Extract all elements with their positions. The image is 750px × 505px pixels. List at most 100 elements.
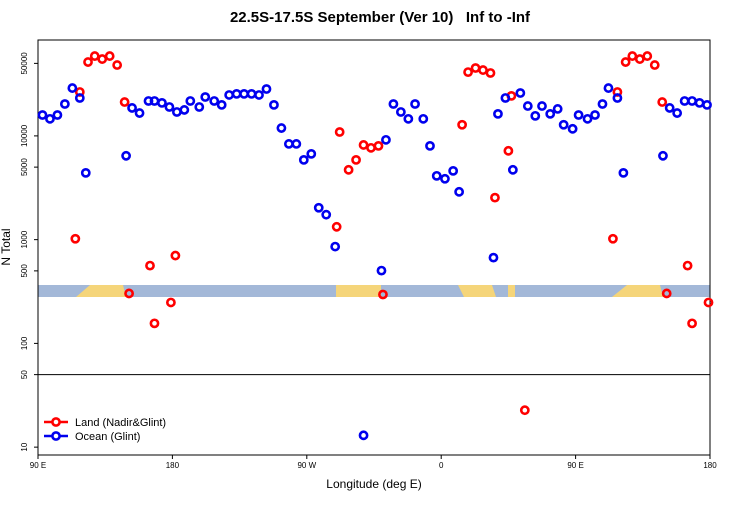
point: [425, 140, 435, 151]
point: [503, 145, 514, 156]
point: [582, 113, 593, 124]
point: [519, 405, 530, 416]
y-axis-label: N Total: [0, 228, 13, 265]
point: [410, 99, 420, 109]
point: [552, 104, 563, 114]
point: [634, 54, 645, 64]
point: [313, 202, 324, 213]
x-axis-label: Longitude (deg E): [326, 477, 421, 491]
point: [149, 318, 160, 329]
point: [642, 51, 653, 61]
point: [170, 250, 181, 261]
x-tick-label: 90 E: [30, 461, 46, 470]
point: [703, 297, 714, 308]
land-patch: [458, 285, 496, 297]
point: [490, 192, 500, 203]
point: [104, 51, 115, 61]
point: [627, 51, 638, 61]
x-tick-label: 90 W: [297, 461, 316, 470]
point: [457, 119, 468, 130]
legend-marker: [51, 431, 61, 441]
point: [702, 99, 712, 110]
point: [620, 57, 631, 67]
land-patch: [76, 285, 126, 297]
point: [52, 110, 63, 120]
point: [334, 127, 345, 137]
point: [157, 97, 167, 108]
point: [454, 186, 465, 197]
point: [440, 173, 450, 184]
y-tick-label: 500: [20, 264, 29, 278]
point: [351, 154, 361, 165]
y-tick-label: 5000: [20, 158, 29, 176]
point: [597, 99, 608, 109]
point: [216, 99, 227, 110]
point: [124, 288, 134, 299]
point: [358, 430, 369, 441]
point: [164, 102, 175, 112]
point: [378, 289, 388, 300]
x-tick-label: 180: [166, 461, 180, 470]
point: [74, 93, 85, 103]
point: [331, 221, 342, 232]
point: [37, 110, 48, 120]
point: [119, 97, 130, 107]
point: [83, 57, 93, 67]
point: [395, 107, 406, 117]
plot-frame: [37, 39, 711, 456]
point: [567, 123, 578, 134]
land-patch: [508, 285, 515, 297]
point: [507, 164, 518, 175]
point: [127, 103, 137, 113]
x-tick-label: 0: [439, 461, 444, 470]
point: [381, 134, 391, 145]
y-tick-label: 50: [20, 370, 29, 379]
point: [67, 83, 78, 93]
point: [488, 252, 499, 263]
x-tick-label: 90 E: [567, 461, 583, 470]
point: [121, 150, 132, 161]
point: [97, 54, 108, 64]
point: [463, 67, 473, 77]
x-tick-label: 180: [703, 461, 717, 470]
point: [657, 97, 668, 107]
point: [330, 241, 341, 252]
point: [269, 99, 279, 110]
point: [145, 260, 155, 271]
point: [522, 101, 533, 111]
y-tick-label: 10000: [20, 124, 29, 147]
point: [185, 96, 196, 106]
point: [388, 99, 399, 109]
point: [112, 60, 123, 70]
point: [403, 113, 414, 124]
point: [493, 108, 503, 119]
point: [664, 103, 675, 113]
point: [649, 60, 660, 70]
point: [618, 167, 629, 178]
point: [603, 83, 614, 93]
point: [261, 84, 272, 94]
point: [166, 297, 176, 308]
y-tick-label: 10: [20, 442, 29, 451]
legend-marker: [51, 417, 61, 427]
y-tick-label: 50000: [20, 52, 29, 75]
point: [590, 110, 600, 120]
chart-title: 22.5S-17.5S September (Ver 10) Inf to -I…: [230, 9, 531, 26]
point: [80, 167, 91, 178]
point: [306, 148, 317, 159]
point: [134, 108, 145, 118]
point: [373, 140, 384, 151]
point: [70, 233, 81, 244]
point: [298, 154, 309, 165]
point: [672, 108, 683, 118]
point: [515, 88, 526, 98]
land-patch: [336, 285, 381, 297]
point: [291, 139, 302, 149]
point: [431, 170, 442, 181]
point: [485, 68, 496, 78]
point: [500, 93, 511, 103]
point: [376, 265, 387, 276]
y-tick-label: 1000: [20, 230, 29, 248]
point: [254, 90, 264, 100]
